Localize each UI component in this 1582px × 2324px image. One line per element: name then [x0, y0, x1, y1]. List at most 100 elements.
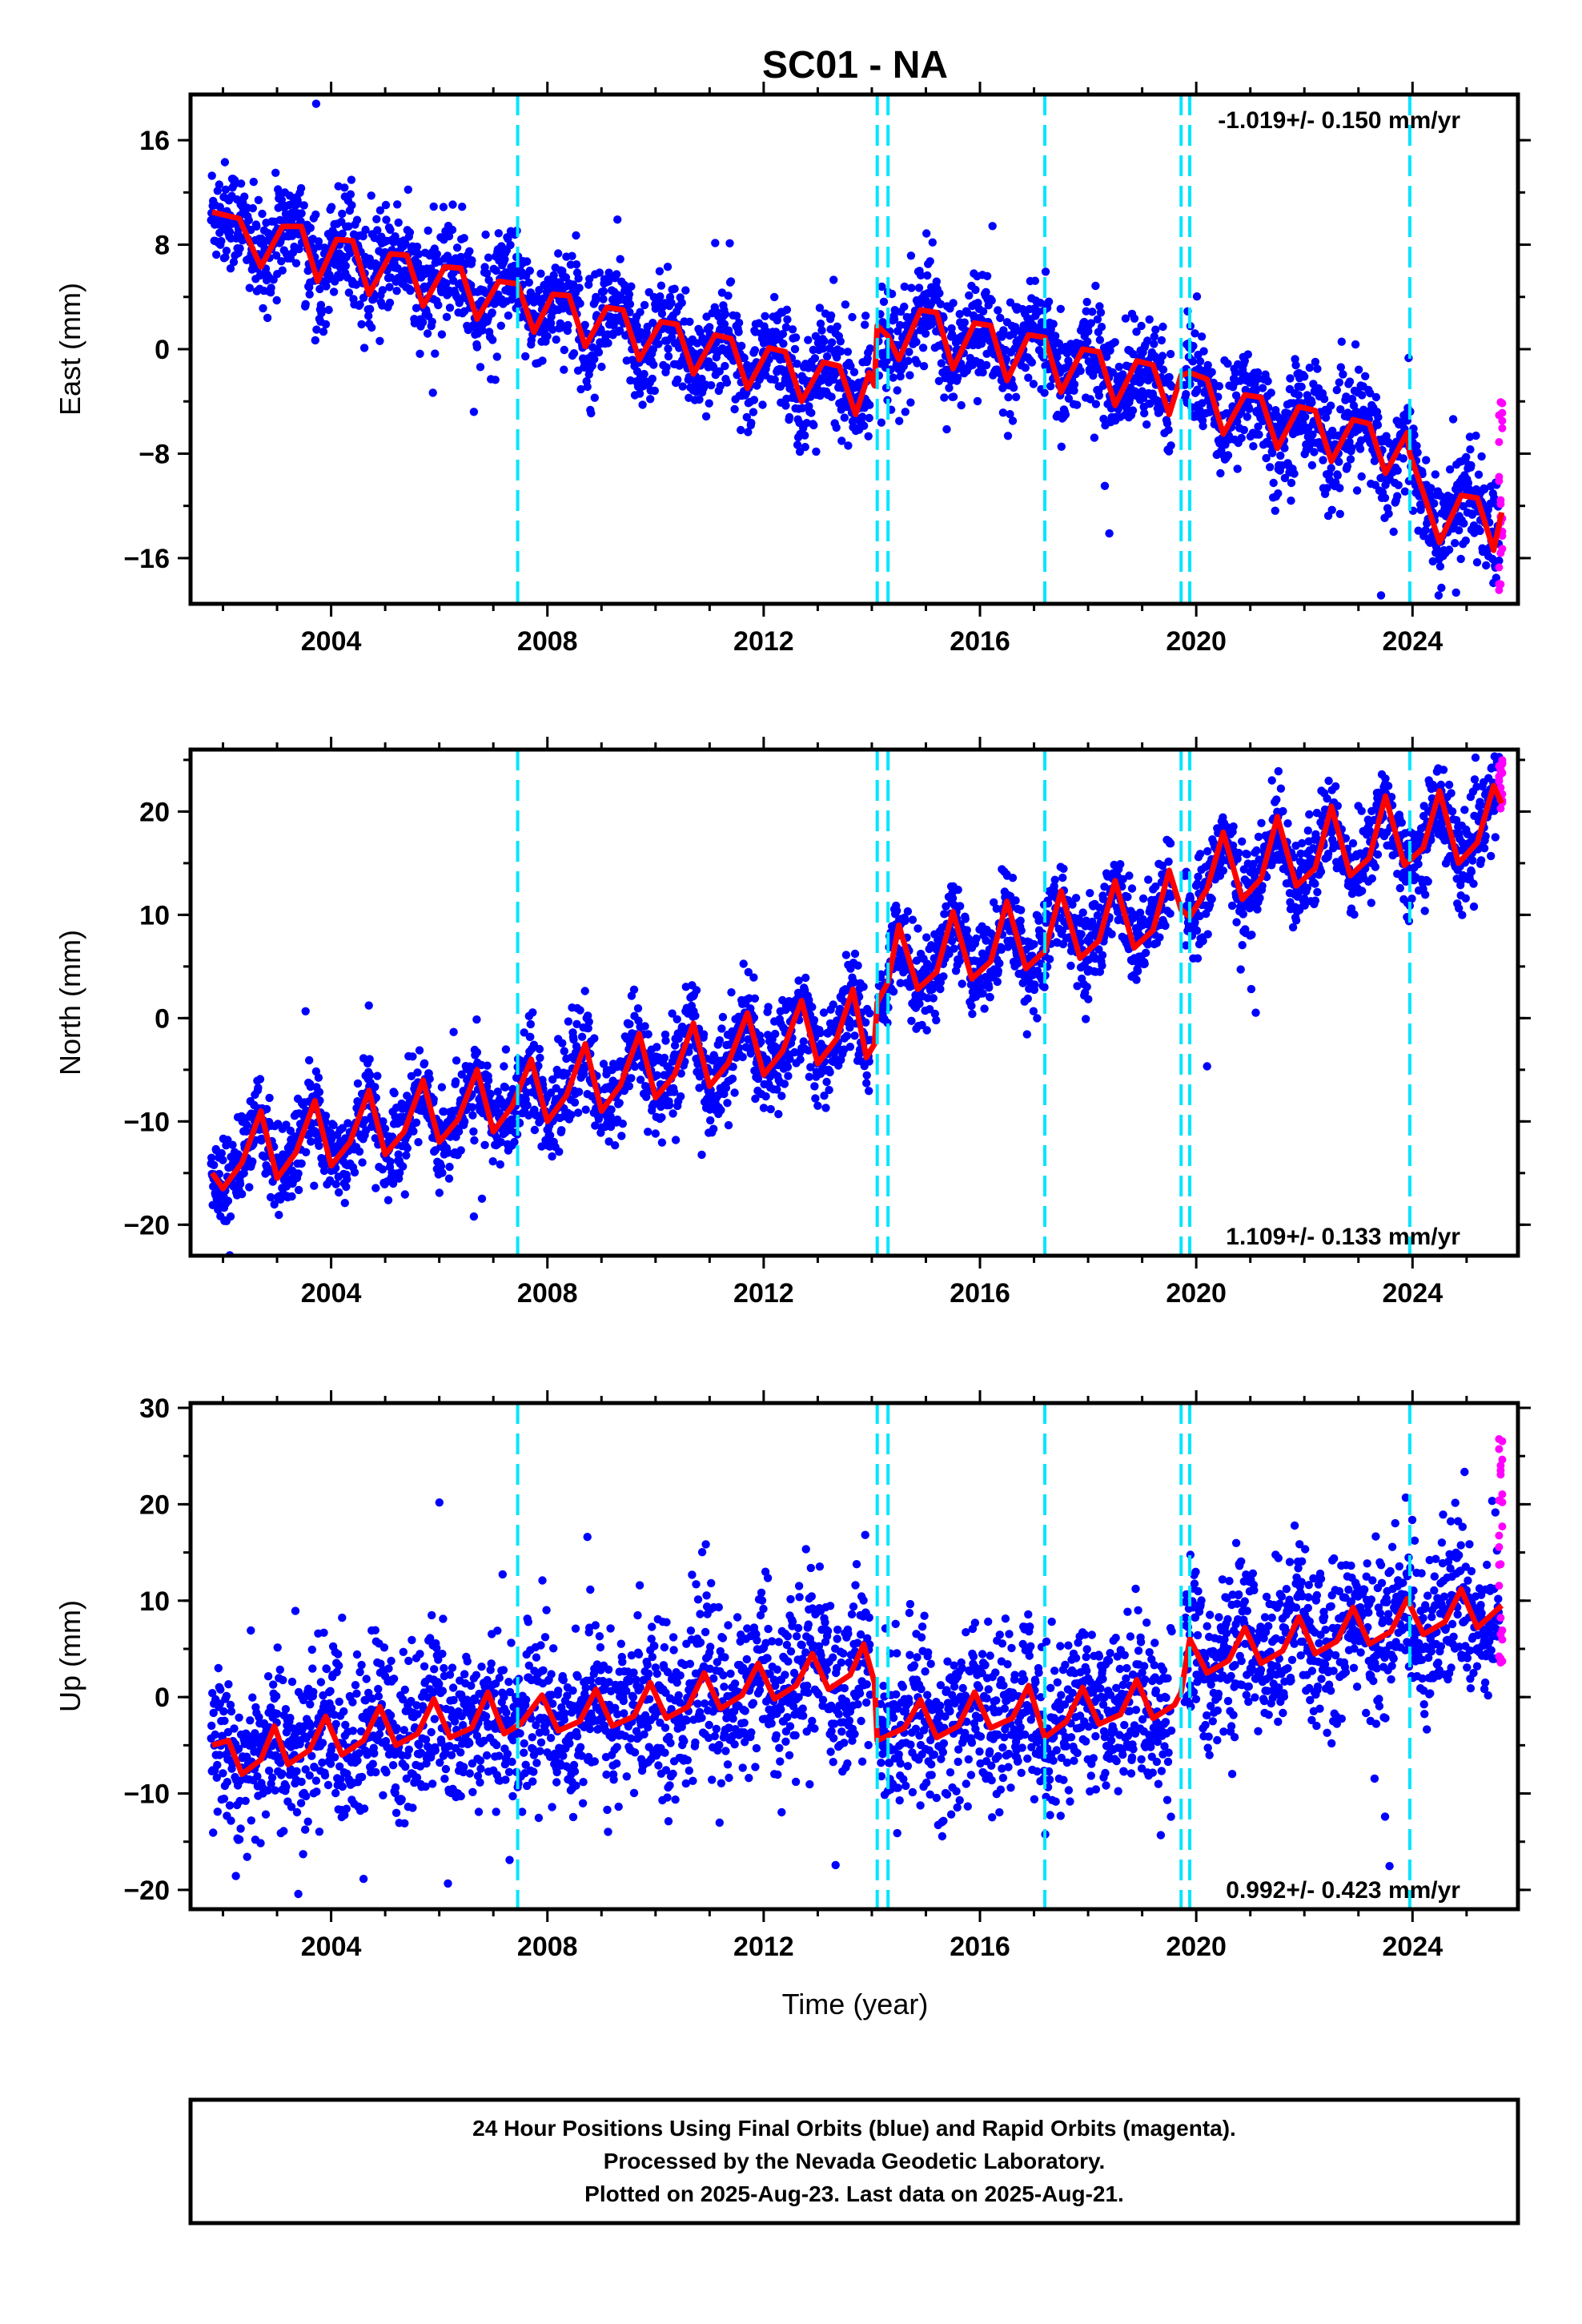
east-data-point — [1327, 464, 1335, 472]
east-data-point — [1327, 505, 1336, 514]
east-data-point — [338, 229, 347, 238]
east-data-point — [222, 247, 231, 255]
north-data-point — [862, 1071, 871, 1080]
east-data-point — [548, 325, 557, 334]
north-data-point — [729, 1063, 737, 1072]
east-data-point — [1245, 404, 1254, 413]
east-data-point — [634, 335, 643, 344]
east-data-point — [999, 326, 1008, 335]
north-data-point — [652, 1071, 661, 1080]
north-data-point — [371, 1184, 380, 1192]
east-data-point — [640, 369, 648, 379]
east-data-point — [685, 317, 694, 326]
north-data-point — [331, 1180, 340, 1188]
east-data-point — [568, 251, 576, 260]
east-data-point — [311, 99, 321, 108]
east-data-point — [778, 329, 788, 339]
east-data-point — [1311, 357, 1320, 367]
east-data-point — [480, 263, 489, 271]
north-data-point — [468, 1103, 477, 1112]
north-data-point — [766, 1104, 775, 1114]
north-data-point — [750, 994, 760, 1003]
east-data-point — [431, 349, 440, 358]
north-data-point — [340, 1199, 349, 1208]
north-data-point — [669, 1088, 679, 1096]
north-data-point — [286, 1126, 295, 1136]
east-data-point — [259, 304, 267, 313]
east-data-point — [1100, 481, 1110, 490]
north-data-point — [510, 1137, 519, 1147]
north-data-point — [739, 959, 748, 968]
east-rapid-point — [1495, 563, 1504, 572]
east-data-point — [291, 259, 301, 267]
north-data-point — [412, 1118, 421, 1128]
east-rapid-point — [1496, 580, 1505, 589]
north-data-point — [496, 1160, 504, 1169]
north-data-point — [383, 1196, 393, 1204]
north-data-point — [751, 1094, 760, 1104]
east-data-point — [439, 203, 448, 211]
east-data-point — [1091, 281, 1100, 291]
east-data-point — [1266, 463, 1275, 472]
north-data-point — [928, 985, 938, 994]
east-data-point — [469, 408, 479, 416]
north-data-point — [721, 1084, 731, 1092]
east-data-point — [793, 360, 801, 368]
east-data-point — [494, 229, 503, 238]
north-data-point — [470, 1136, 479, 1145]
east-data-point — [448, 200, 457, 209]
east-data-point — [1313, 364, 1322, 373]
east-data-point — [836, 337, 845, 346]
east-data-point — [1195, 357, 1205, 366]
east-data-point — [359, 344, 369, 352]
east-data-point — [481, 230, 490, 239]
east-data-point — [1263, 376, 1272, 386]
north-data-point — [207, 1153, 216, 1163]
east-data-point — [1394, 480, 1403, 489]
east-data-point — [1269, 478, 1278, 488]
east-data-point — [594, 348, 604, 357]
east-data-point — [947, 324, 956, 333]
east-data-point — [861, 320, 869, 329]
east-data-point — [393, 200, 402, 209]
east-data-point — [378, 286, 387, 295]
north-data-point — [577, 1032, 587, 1041]
east-data-point — [1466, 445, 1475, 454]
north-data-point — [396, 1168, 404, 1177]
north-data-point — [429, 1095, 438, 1104]
east-data-point — [492, 266, 500, 275]
north-data-point — [437, 1083, 447, 1092]
east-data-point — [1472, 431, 1480, 440]
east-data-point — [1283, 409, 1293, 418]
north-data-point — [820, 1092, 829, 1100]
north-data-point — [438, 1168, 447, 1177]
east-data-point — [734, 318, 744, 328]
east-data-point — [1262, 453, 1271, 463]
east-rapid-point — [1495, 472, 1504, 481]
east-data-point — [340, 183, 349, 192]
east-data-point — [1349, 401, 1359, 410]
north-data-point — [630, 1062, 640, 1072]
east-data-point — [749, 408, 758, 416]
east-data-point — [996, 313, 1005, 323]
north-data-point — [472, 1047, 482, 1057]
east-data-point — [1197, 332, 1207, 341]
east-data-point — [1199, 421, 1207, 431]
north-data-point — [343, 1175, 351, 1184]
east-data-point — [896, 372, 905, 381]
east-data-point — [254, 195, 263, 204]
east-data-point — [1413, 448, 1422, 457]
east-data-point — [236, 179, 246, 188]
east-data-point — [1165, 372, 1174, 382]
north-data-point — [287, 1192, 296, 1201]
north-data-point — [468, 1111, 477, 1120]
east-data-point — [488, 308, 496, 317]
east-data-point — [810, 354, 820, 363]
north-data-point — [226, 1212, 235, 1221]
east-data-point — [583, 382, 592, 392]
east-data-point — [546, 319, 556, 328]
east-data-point — [1384, 509, 1393, 518]
east-data-point — [921, 329, 930, 338]
east-data-point — [1274, 489, 1283, 498]
east-data-point — [613, 215, 622, 224]
